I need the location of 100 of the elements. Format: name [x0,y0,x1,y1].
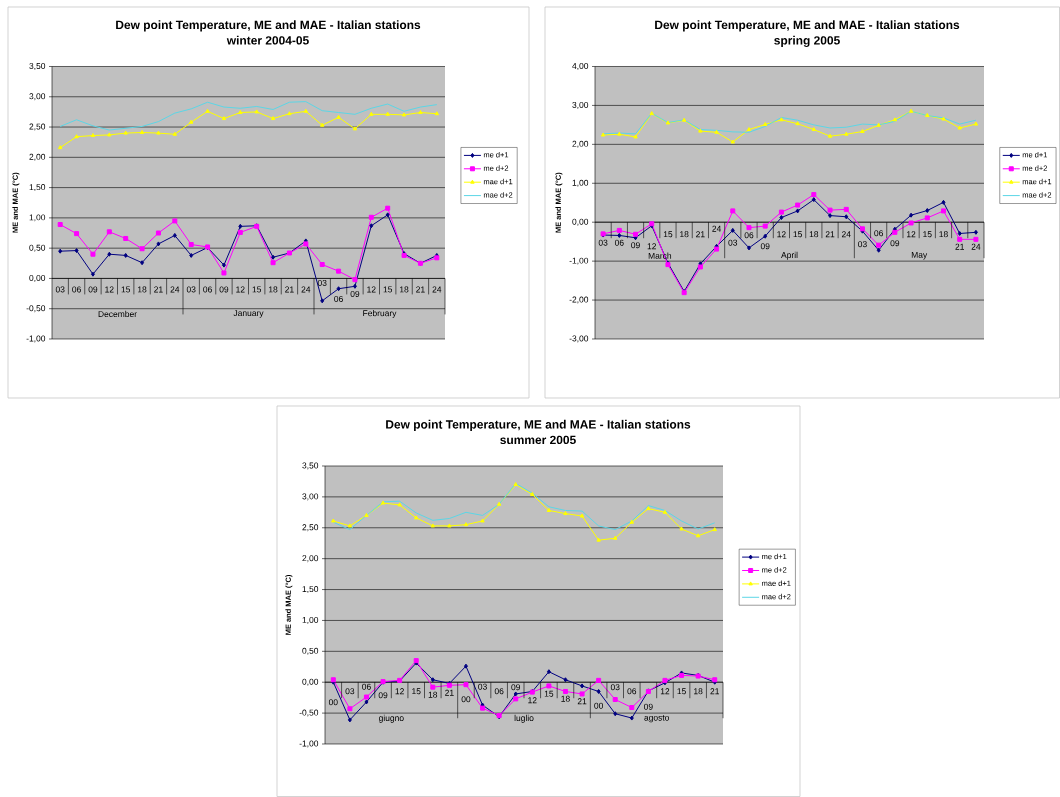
x-tick-label: 06 [627,688,637,695]
x-tick-label: 15 [412,688,421,695]
annotation: agosto [644,715,670,723]
y-tick-label: -1,00 [569,257,589,265]
x-tick-label: 15 [544,690,554,697]
y-tick-label: 3,00 [572,101,589,109]
y-tick-label: 1,00 [29,214,46,222]
y-tick-label: -2,00 [569,296,589,304]
x-tick-label: 15 [793,231,802,238]
annotation: luglio [514,714,534,723]
x-tick-label: 00 [328,699,338,706]
y-tick-label: 2,00 [29,153,46,161]
x-tick-label: 24 [432,286,442,293]
x-tick-label: 03 [598,239,608,246]
x-tick-label: 21 [154,286,163,293]
x-tick-label: 12 [660,688,670,695]
x-tick-label: 12 [647,243,657,250]
x-tick-label: 06 [744,232,754,239]
y-tick-label: -0,50 [26,305,46,313]
x-tick-label: 09 [511,684,521,691]
annotation: December [98,310,137,318]
x-tick-label: 12 [777,231,786,238]
x-tick-label: 03 [610,684,620,691]
annotation: February [363,309,397,318]
x-tick-label: 21 [710,688,720,695]
x-tick-label: 18 [561,695,570,702]
y-tick-label: 3,00 [29,93,46,101]
x-tick-label: 18 [268,286,278,293]
x-tick-label: 12 [907,231,916,238]
y-tick-label: 0,00 [572,218,589,226]
x-tick-label: 06 [874,230,883,237]
y-tick-label: 2,00 [572,140,589,148]
x-tick-label: 21 [955,243,964,250]
x-tick-label: 06 [203,286,212,293]
annotation: April [781,251,798,260]
x-tick-label: 06 [494,688,504,695]
chart-title: Dew point Temperature, ME and MAE - Italian stations [116,20,421,32]
x-tick-label: 15 [923,231,932,238]
x-tick-label: 21 [577,698,587,705]
x-tick-label: 03 [858,241,867,248]
y-tick-label: -1,00 [26,335,46,343]
x-tick-label: 09 [378,692,388,699]
x-tick-label: 09 [760,243,770,250]
y-tick-label: 3,50 [29,63,46,70]
y-tick-label: 3,50 [302,462,319,470]
x-tick-label: 09 [88,286,98,293]
y-tick-label: 1,00 [302,616,319,624]
x-tick-label: 24 [971,243,981,250]
x-tick-label: 03 [478,683,487,690]
x-tick-label: 24 [841,231,851,238]
x-tick-label: 00 [461,696,471,703]
x-tick-label: 03 [186,286,196,293]
y-tick-label: 1,50 [302,586,319,594]
y-tick-label: 4,00 [572,63,589,70]
chart-subtitle: winter 2004-05 [226,35,309,45]
x-tick-label: 12 [236,286,245,293]
y-tick-label: 0,50 [302,647,319,655]
x-tick-label: 03 [728,239,738,246]
x-tick-label: 15 [252,286,262,293]
x-tick-label: 21 [416,286,425,293]
annotation: giugno [378,714,404,723]
y-tick-label: 2,50 [29,123,46,131]
x-tick-label: 18 [939,231,948,238]
x-tick-label: 18 [400,286,409,293]
x-tick-label: 18 [809,231,819,238]
x-tick-label: 24 [170,286,180,293]
y-tick-label: -0,50 [299,709,319,717]
x-tick-label: 21 [285,286,294,293]
x-tick-label: 09 [219,286,229,293]
x-tick-label: 03 [55,286,65,293]
x-tick-label: 06 [72,286,81,293]
chart-subtitle: summer 2005 [500,435,576,445]
x-tick-label: 18 [680,231,689,238]
y-tick-label: -3,00 [569,335,589,343]
chart-title: Dew point Temperature, ME and MAE - Italian stations [386,419,691,431]
x-tick-label: 03 [317,279,327,286]
x-tick-label: 21 [825,231,835,238]
x-tick-label: 06 [334,295,343,302]
x-tick-label: 06 [362,683,371,690]
x-tick-label: 12 [528,697,537,704]
y-tick-label: -1,00 [299,740,319,748]
x-tick-label: 09 [350,290,360,297]
annotation: May [911,251,928,260]
annotation: January [233,310,264,318]
x-tick-label: 06 [614,239,624,246]
chart-title: Dew point Temperature, ME and MAE - Italian stations [655,20,960,32]
y-tick-label: 0,50 [29,244,46,252]
x-tick-label: 24 [301,286,311,293]
x-tick-label: 12 [105,286,114,293]
x-tick-label: 12 [395,688,404,695]
y-tick-label: 2,50 [302,524,319,532]
y-tick-label: 0,00 [302,678,319,686]
y-tick-label: 3,00 [302,493,319,501]
x-tick-label: 09 [631,242,640,249]
x-tick-label: 09 [644,703,653,710]
x-tick-label: 21 [696,231,705,238]
x-tick-label: 18 [428,691,438,698]
x-tick-label: 24 [712,225,722,232]
x-tick-label: 21 [445,689,454,696]
x-tick-label: 15 [677,688,686,695]
